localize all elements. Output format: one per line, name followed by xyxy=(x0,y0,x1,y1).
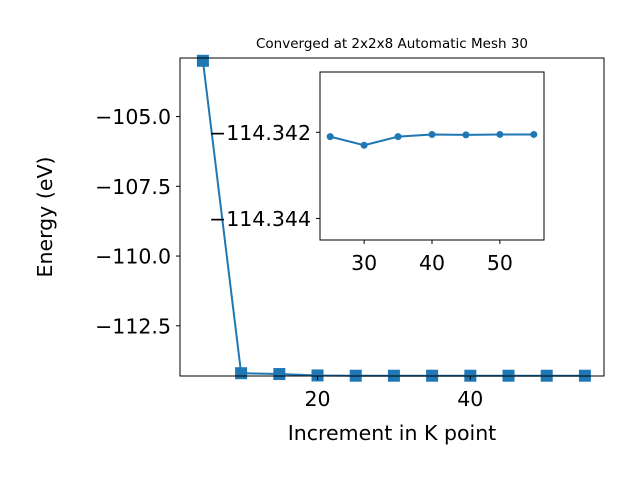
inset-data-point xyxy=(326,133,334,141)
main-data-point xyxy=(235,367,248,380)
inset-x-tick-label: 40 xyxy=(419,251,445,275)
inset-data-point xyxy=(530,130,538,138)
main-y-tick-label: −112.5 xyxy=(95,314,171,338)
y-axis-label: Energy (eV) xyxy=(33,157,57,278)
inset-data-point xyxy=(462,131,470,139)
main-y-tick-label: −105.0 xyxy=(95,105,171,129)
main-x-tick-label: 20 xyxy=(304,387,330,411)
inset-axes: 30 40 50 −114.344 −114.342 xyxy=(209,71,545,275)
main-axes: 20 40 −105.0−107.5−110.0−112.5 Converged … xyxy=(33,36,605,445)
inset-y-ticks: −114.344 −114.342 xyxy=(209,121,320,231)
inset-data-point xyxy=(360,141,368,149)
inset-data-point xyxy=(428,130,436,138)
main-y-ticks: −105.0 −107.5 −110.0 −112.5 xyxy=(95,105,180,338)
x-axis-label: Increment in K point xyxy=(288,421,496,445)
inset-data-point xyxy=(496,130,504,138)
inset-series xyxy=(326,130,538,149)
inset-x-tick-label: 30 xyxy=(351,251,377,275)
chart-title: Converged at 2x2x8 Automatic Mesh 30 xyxy=(256,36,528,52)
main-data-point xyxy=(273,368,286,381)
inset-y-tick-label: −114.342 xyxy=(209,121,311,145)
main-x-tick-label: 40 xyxy=(457,387,483,411)
main-y-tick-label: −110.0 xyxy=(95,245,171,269)
inset-x-ticks: 30 40 50 xyxy=(351,240,513,275)
main-data-point xyxy=(196,54,209,67)
main-data-point xyxy=(311,369,324,382)
inset-x-tick-label: 50 xyxy=(487,251,513,275)
main-axes-frame xyxy=(179,57,605,377)
main-x-ticks: 20 40 xyxy=(304,376,483,411)
inset-data-point xyxy=(394,133,402,141)
inset-y-tick-label: −114.344 xyxy=(209,207,311,231)
inset-background xyxy=(320,72,544,240)
main-y-tick-label: −107.5 xyxy=(95,175,171,199)
